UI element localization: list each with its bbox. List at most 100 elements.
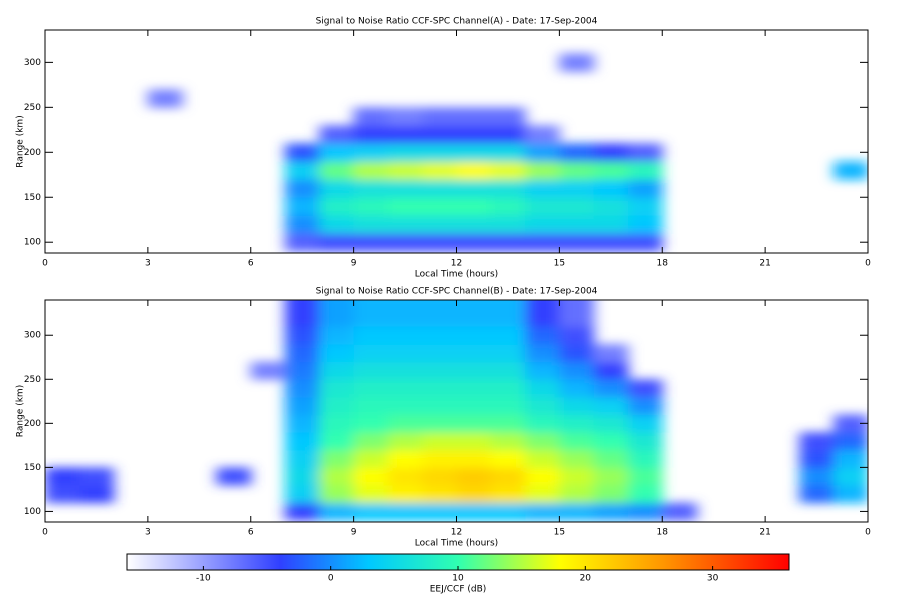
cell: [353, 179, 389, 198]
cell: [319, 361, 355, 380]
y-tick-label: 150: [24, 193, 41, 203]
cell: [593, 467, 629, 486]
cell: [456, 344, 492, 363]
cell: [525, 308, 560, 327]
x-tick-label: 6: [248, 528, 254, 538]
cell: [559, 179, 595, 198]
cell: [422, 379, 457, 398]
cell: [353, 107, 389, 126]
cell: [79, 485, 115, 504]
cell: [799, 432, 835, 451]
cell: [456, 432, 492, 451]
colorbar-tick-label: 0: [328, 574, 334, 584]
cell: [319, 485, 355, 504]
cell: [490, 143, 526, 162]
cell: [319, 143, 355, 162]
cell: [319, 502, 355, 521]
cell: [833, 414, 868, 433]
cell: [456, 467, 492, 486]
cell: [353, 125, 389, 144]
cell: [319, 379, 355, 398]
x-tick-label: 21: [759, 528, 770, 538]
cell: [387, 143, 423, 162]
cell: [387, 300, 423, 310]
x-tick-label: 6: [248, 259, 254, 269]
cell: [593, 233, 629, 252]
cell: [285, 502, 320, 521]
cell: [387, 107, 423, 126]
cell: [559, 161, 595, 180]
cell: [559, 215, 595, 234]
cell: [627, 485, 663, 504]
cell: [422, 215, 457, 234]
cell: [593, 449, 629, 468]
cell: [525, 396, 560, 416]
cell: [525, 300, 560, 310]
cell: [490, 125, 526, 144]
cell: [285, 485, 320, 504]
cell: [559, 143, 595, 162]
cell: [490, 361, 526, 380]
cell: [593, 143, 629, 162]
x-tick-label: 18: [657, 528, 669, 538]
cell: [559, 197, 595, 216]
cell: [456, 300, 492, 310]
cell: [799, 449, 835, 468]
cell: [456, 215, 492, 234]
cell: [627, 161, 663, 180]
y-tick-label: 250: [24, 375, 41, 385]
cell: [525, 361, 560, 380]
y-axis-label: Range (km): [16, 385, 26, 437]
cell: [387, 396, 423, 416]
cell: [456, 414, 492, 433]
cell: [593, 432, 629, 451]
cell: [490, 502, 526, 521]
cell: [833, 432, 868, 451]
y-tick-label: 300: [24, 331, 41, 341]
cell: [387, 215, 423, 234]
cell: [490, 107, 526, 126]
cell: [593, 396, 629, 416]
x-tick-label: 0: [865, 259, 871, 269]
cell: [593, 161, 629, 180]
cell: [627, 449, 663, 468]
cell: [525, 215, 560, 234]
cell: [627, 379, 663, 398]
cell: [559, 308, 595, 327]
y-axis-label: Range (km): [16, 115, 26, 167]
y-tick-label: 100: [24, 238, 41, 248]
cell: [559, 414, 595, 433]
cell: [456, 308, 492, 327]
cell: [490, 379, 526, 398]
cell: [525, 161, 560, 180]
cell: [387, 344, 423, 363]
cell: [456, 379, 492, 398]
cell: [490, 344, 526, 363]
cell: [799, 467, 835, 486]
cell: [593, 502, 629, 521]
cell: [627, 233, 663, 252]
x-tick-label: 0: [42, 528, 48, 538]
cell: [387, 502, 423, 521]
x-tick-label: 15: [554, 259, 565, 269]
plot-area: [147, 53, 868, 252]
cell: [456, 125, 492, 144]
cell: [353, 485, 389, 504]
cell: [319, 233, 355, 252]
cell: [593, 215, 629, 234]
cell: [456, 485, 492, 504]
chart-title: Signal to Noise Ratio CCF-SPC Channel(A)…: [316, 17, 598, 27]
cell: [285, 449, 320, 468]
cell: [319, 161, 355, 180]
cell: [319, 344, 355, 363]
cell: [525, 502, 560, 521]
cell: [490, 233, 526, 252]
cell: [627, 432, 663, 451]
cell: [422, 449, 457, 468]
cell: [387, 467, 423, 486]
cell: [456, 326, 492, 345]
cell: [490, 161, 526, 180]
cell: [353, 414, 389, 433]
cell: [525, 326, 560, 345]
